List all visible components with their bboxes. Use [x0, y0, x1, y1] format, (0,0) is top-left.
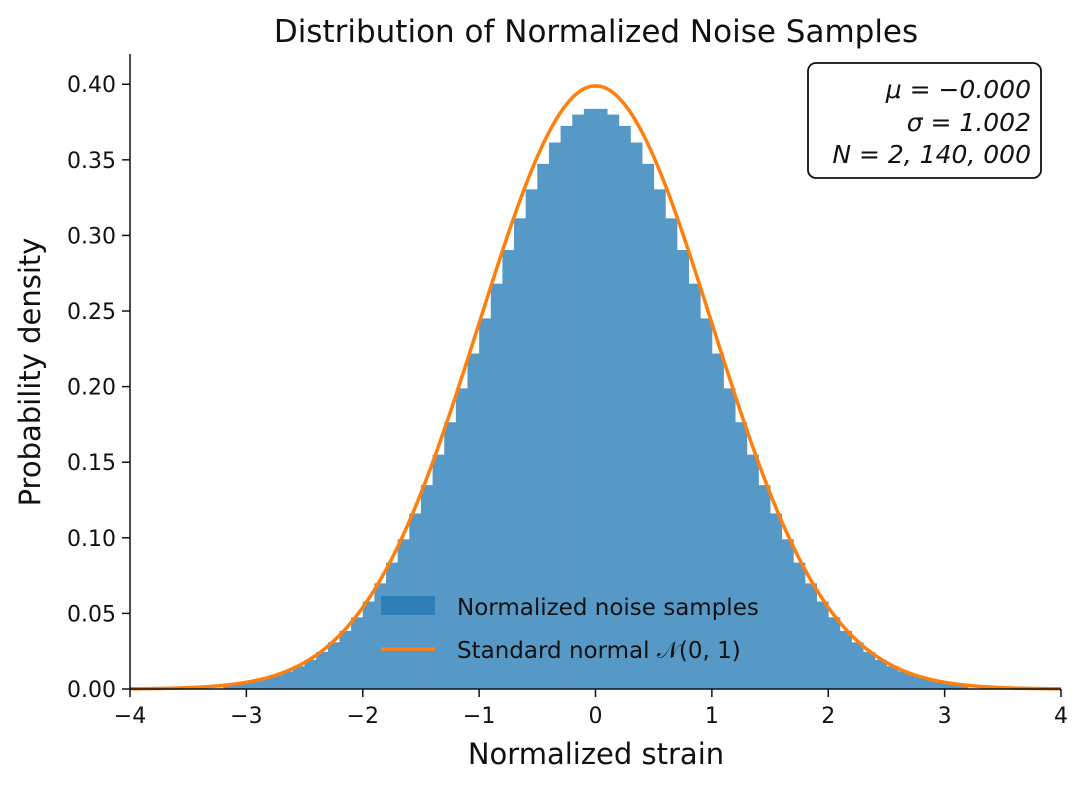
histogram-bar: [665, 218, 678, 689]
histogram-bar: [874, 659, 887, 689]
histogram-bar: [362, 601, 375, 689]
histogram-bar: [420, 485, 433, 689]
histogram-bar: [327, 642, 340, 689]
histogram-bar: [770, 513, 783, 689]
y-tick-label: 0.20: [67, 376, 116, 401]
legend: Normalized noise samples Standard normal…: [381, 595, 759, 664]
stats-box: μ = −0.000 σ = 1.002 N = 2, 140, 000: [807, 62, 1042, 179]
histogram-bar: [246, 681, 259, 689]
histogram-bar: [688, 283, 701, 689]
histogram-bar: [886, 666, 899, 689]
histogram-bar: [781, 539, 794, 689]
histogram-bar: [863, 651, 876, 689]
y-tick-label: 0.05: [67, 602, 116, 627]
histogram-bar: [548, 142, 561, 689]
histogram-bar: [607, 114, 620, 689]
x-axis-title: Normalized strain: [468, 737, 724, 771]
histogram-bar: [642, 163, 655, 689]
histogram-bars: [223, 108, 969, 690]
histogram-bar: [258, 678, 271, 689]
legend-label-curve: Standard normal 𝒩(0, 1): [457, 638, 741, 664]
x-tick-label: 2: [821, 704, 835, 729]
y-tick-label: 0.25: [67, 300, 116, 325]
histogram-bar: [909, 675, 922, 689]
histogram-bar: [676, 250, 689, 690]
normal-curve-line: [129, 84, 1062, 691]
histogram-bar: [455, 388, 468, 689]
histogram-bar: [898, 671, 911, 689]
histogram-bar: [816, 601, 829, 689]
histogram-bar: [630, 142, 643, 689]
x-axis-ticks: −4 −3 −2 −1 0 1 2 3 4: [114, 689, 1068, 729]
histogram-bar: [432, 454, 445, 689]
histogram-bar: [572, 114, 585, 689]
x-tick-label: 3: [938, 704, 952, 729]
histogram-bar: [292, 666, 305, 689]
histogram-bar: [828, 617, 841, 689]
histogram-bar: [537, 163, 550, 689]
histogram-bar: [514, 218, 527, 689]
histogram-bar: [444, 422, 457, 689]
x-tick-label: −3: [230, 704, 262, 729]
histogram-bar: [525, 189, 538, 689]
histogram-bar: [758, 485, 771, 689]
histogram-bar: [467, 353, 480, 689]
y-tick-label: 0.10: [67, 527, 116, 552]
y-tick-label: 0.35: [67, 149, 116, 174]
stats-mean: μ = −0.000: [885, 75, 1031, 104]
y-tick-label: 0.00: [67, 678, 116, 703]
histogram-bar: [269, 675, 282, 689]
stats-box-frame: [807, 62, 1042, 179]
histogram-bar: [735, 422, 748, 689]
histogram-bar: [223, 684, 236, 689]
histogram-bar: [479, 318, 492, 689]
stats-count: N = 2, 140, 000: [832, 140, 1031, 169]
histogram-bar: [304, 659, 317, 689]
histogram-bar: [932, 681, 946, 689]
histogram-bar: [316, 651, 329, 689]
histogram-bar: [351, 617, 364, 689]
histogram-bar: [595, 108, 608, 689]
y-axis-title: Probability density: [13, 238, 47, 507]
histogram-bar: [281, 671, 294, 689]
x-tick-label: 0: [589, 704, 603, 729]
y-tick-label: 0.30: [67, 224, 116, 249]
histogram-bar: [339, 630, 352, 689]
histogram-bar: [234, 683, 247, 689]
x-tick-label: 4: [1054, 704, 1068, 729]
histogram-bar: [746, 454, 759, 689]
histogram-bar: [851, 642, 864, 689]
y-axis-ticks: 0.00 0.05 0.10 0.15 0.20 0.25 0.30 0.35 0.40: [67, 73, 130, 703]
x-tick-label: −4: [114, 704, 146, 729]
stats-std: σ = 1.002: [907, 108, 1031, 137]
histogram-bar: [804, 583, 818, 689]
histogram-bar: [723, 388, 736, 689]
x-tick-label: −1: [463, 704, 495, 729]
histogram-bar: [560, 125, 573, 689]
histogram-bar: [653, 189, 666, 689]
chart-title: Distribution of Normalized Noise Samples: [274, 14, 918, 50]
histogram-bar: [490, 283, 503, 689]
histogram-bar: [618, 125, 631, 689]
histogram-bar: [839, 630, 852, 689]
histogram-bar: [711, 353, 724, 689]
histogram-bar: [921, 678, 934, 689]
x-tick-label: −2: [347, 704, 379, 729]
histogram-bar: [583, 108, 596, 689]
histogram-bar: [944, 683, 957, 689]
y-tick-label: 0.40: [67, 73, 116, 98]
y-tick-label: 0.15: [67, 451, 116, 476]
histogram-bar: [386, 562, 399, 689]
histogram-bar: [956, 684, 969, 689]
legend-swatch-histogram: [381, 596, 435, 615]
histogram-bar: [793, 562, 806, 689]
x-tick-label: 1: [705, 704, 719, 729]
legend-label-histogram: Normalized noise samples: [457, 595, 759, 621]
histogram-bar: [700, 318, 713, 689]
histogram-bar: [502, 250, 515, 690]
